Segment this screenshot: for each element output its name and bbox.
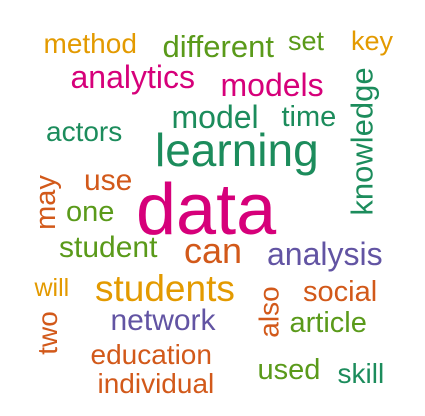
word-will: will: [34, 273, 70, 302]
word-article: article: [289, 306, 367, 339]
word-different: different: [162, 28, 274, 64]
word-data: data: [136, 170, 277, 250]
word-social: social: [303, 275, 378, 308]
word-two: two: [31, 311, 63, 355]
word-one: one: [66, 195, 115, 228]
word-key: key: [351, 25, 394, 56]
word-actors: actors: [46, 116, 123, 147]
word-can: can: [184, 230, 243, 271]
word-education: education: [90, 339, 212, 370]
word-model: model: [171, 99, 259, 135]
word-network: network: [110, 304, 216, 337]
word-students: students: [95, 267, 235, 309]
word-set: set: [288, 25, 325, 56]
word-use: use: [84, 164, 133, 197]
word-time: time: [281, 100, 337, 133]
word-analysis: analysis: [267, 236, 383, 272]
word-student: student: [59, 231, 158, 264]
word-models: models: [220, 67, 324, 103]
word-analytics: analytics: [70, 59, 196, 95]
word-learning: learning: [155, 124, 319, 176]
word-used: used: [257, 353, 321, 386]
word-also: also: [253, 286, 285, 338]
word-skill: skill: [337, 358, 385, 389]
word-individual: individual: [97, 368, 215, 399]
word-may: may: [29, 174, 62, 230]
word-knowledge: knowledge: [344, 66, 380, 216]
word-method: method: [43, 28, 137, 59]
